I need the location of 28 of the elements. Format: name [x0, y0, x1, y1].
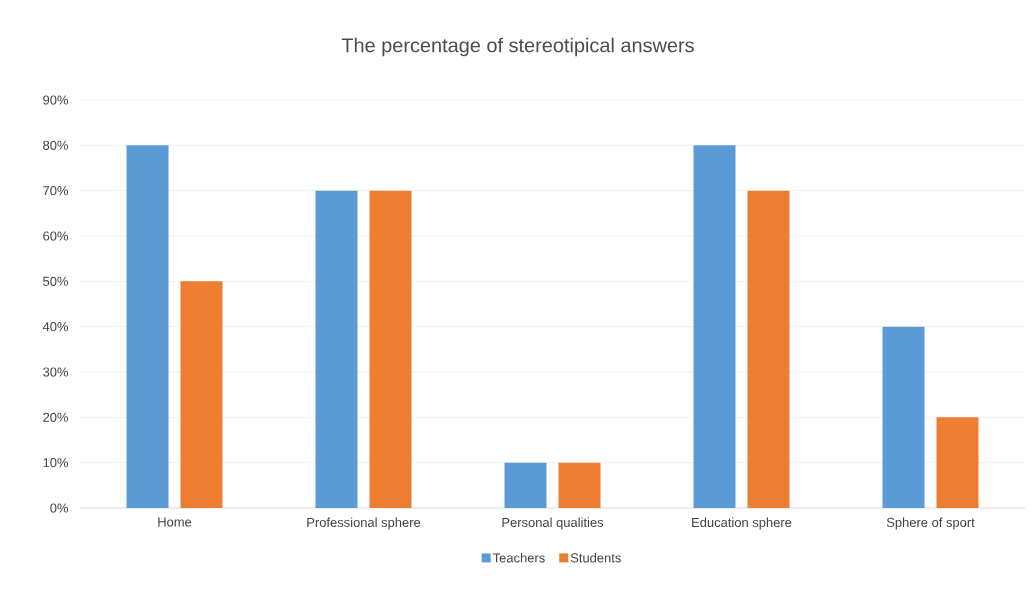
bar	[315, 190, 358, 508]
bar	[882, 326, 925, 508]
bar	[747, 190, 790, 508]
x-tick-label: Education sphere	[692, 517, 792, 530]
y-tick-label: 90%	[43, 95, 69, 105]
bar	[126, 145, 169, 508]
x-tick-label: Personal qualities	[502, 517, 604, 530]
y-tick-label: 30%	[43, 367, 69, 377]
legend-label: Teachers	[492, 552, 545, 563]
legend-label: Students	[570, 552, 621, 563]
bar	[936, 417, 979, 508]
bar	[504, 462, 547, 508]
y-tick-label: 0%	[50, 503, 69, 513]
y-tick-label: 10%	[43, 458, 69, 468]
x-tick-label: Home	[158, 517, 192, 527]
y-tick-label: 60%	[43, 231, 69, 241]
y-tick-label: 40%	[42, 322, 69, 332]
bar	[369, 190, 412, 508]
bar	[180, 281, 223, 508]
chart-title: The percentage of stereotipical answers	[341, 37, 694, 57]
bar	[558, 462, 601, 508]
y-tick-label: 80%	[43, 140, 69, 150]
y-tick-label: 70%	[43, 186, 69, 196]
y-tick-label: 50%	[43, 276, 69, 286]
bar	[693, 145, 736, 508]
y-tick-label: 20%	[43, 412, 69, 422]
x-tick-label: Sphere of sport	[886, 517, 975, 530]
x-tick-label: Professional sphere	[307, 517, 421, 530]
